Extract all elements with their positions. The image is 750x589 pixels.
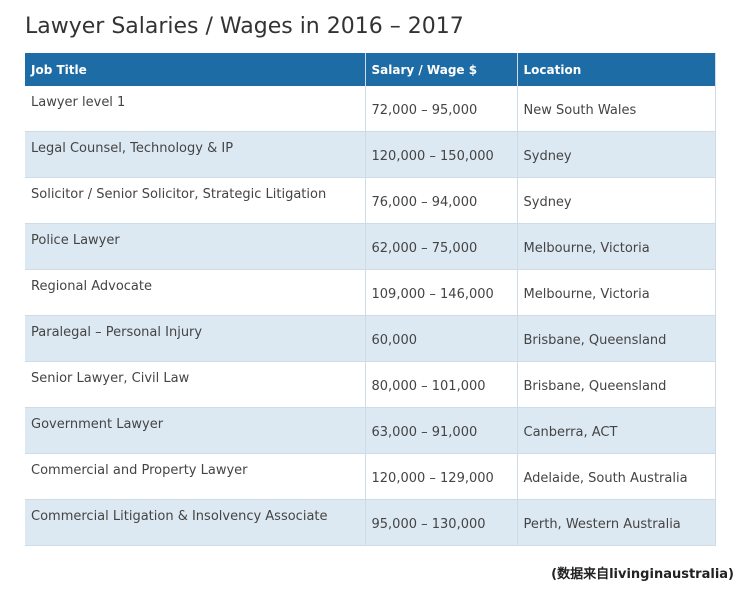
- table-body: Lawyer level 1 72,000 – 95,000 New South W…: [25, 86, 716, 546]
- table-cell: Legal Counsel, Technology & IP: [25, 131, 366, 178]
- column-header: Salary / Wage $: [365, 53, 518, 86]
- table-row: Government Lawyer 63,000 – 91,000 Canberra…: [25, 407, 716, 454]
- table-cell: Regional Advocate: [25, 269, 366, 316]
- table-cell: 120,000 – 150,000: [365, 131, 518, 178]
- table-cell: Lawyer level 1: [25, 86, 366, 132]
- table-cell: Government Lawyer: [25, 407, 366, 454]
- table-cell: Brisbane, Queensland: [517, 361, 716, 408]
- table-cell: Melbourne, Victoria: [517, 223, 716, 270]
- table-row: Lawyer level 1 72,000 – 95,000 New South W…: [25, 86, 716, 132]
- table-cell: Adelaide, South Australia: [517, 453, 716, 500]
- table-cell: 72,000 – 95,000: [365, 86, 518, 132]
- table-cell: Paralegal – Personal Injury: [25, 315, 366, 362]
- table-cell: Melbourne, Victoria: [517, 269, 716, 316]
- table-cell: Solicitor / Senior Solicitor, Strategic …: [25, 177, 366, 224]
- table-row: Regional Advocate 109,000 – 146,000 Melbou…: [25, 269, 716, 316]
- column-header: Job Title: [25, 53, 366, 86]
- table-cell: 95,000 – 130,000: [365, 499, 518, 546]
- salary-table: Job Title Salary / Wage $ Location Lawyer …: [25, 53, 716, 546]
- table-cell: Canberra, ACT: [517, 407, 716, 454]
- table-row: Senior Lawyer, Civil Law 80,000 – 101,000…: [25, 361, 716, 408]
- table-cell: 60,000: [365, 315, 518, 362]
- table-cell: New South Wales: [517, 86, 716, 132]
- table-cell: 76,000 – 94,000: [365, 177, 518, 224]
- table-row: Police Lawyer 62,000 – 75,000 Melbourne, V…: [25, 223, 716, 270]
- table-cell: Perth, Western Australia: [517, 499, 716, 546]
- table-cell: 62,000 – 75,000: [365, 223, 518, 270]
- table-row: Solicitor / Senior Solicitor, Strategic …: [25, 177, 716, 224]
- table-row: Commercial and Property Lawyer 120,000 – …: [25, 453, 716, 500]
- table-cell: Sydney: [517, 131, 716, 178]
- table-cell: Police Lawyer: [25, 223, 366, 270]
- column-header: Location: [517, 53, 716, 86]
- table-cell: Sydney: [517, 177, 716, 224]
- source-caption: (数据来自livinginaustralia): [551, 567, 734, 582]
- table-row: Paralegal – Personal Injury 60,000 Brisban…: [25, 315, 716, 362]
- page-title: Lawyer Salaries / Wages in 2016 – 2017: [25, 14, 464, 39]
- table-header: Job Title Salary / Wage $ Location: [25, 53, 716, 86]
- table-cell: Commercial Litigation & Insolvency Assoc…: [25, 499, 366, 546]
- table-cell: Commercial and Property Lawyer: [25, 453, 366, 500]
- table-cell: 120,000 – 129,000: [365, 453, 518, 500]
- table-cell: 63,000 – 91,000: [365, 407, 518, 454]
- table-row: Commercial Litigation & Insolvency Assoc…: [25, 499, 716, 546]
- table-cell: 80,000 – 101,000: [365, 361, 518, 408]
- table-cell: 109,000 – 146,000: [365, 269, 518, 316]
- table-cell: Senior Lawyer, Civil Law: [25, 361, 366, 408]
- table-row: Legal Counsel, Technology & IP 120,000 – …: [25, 131, 716, 178]
- table-cell: Brisbane, Queensland: [517, 315, 716, 362]
